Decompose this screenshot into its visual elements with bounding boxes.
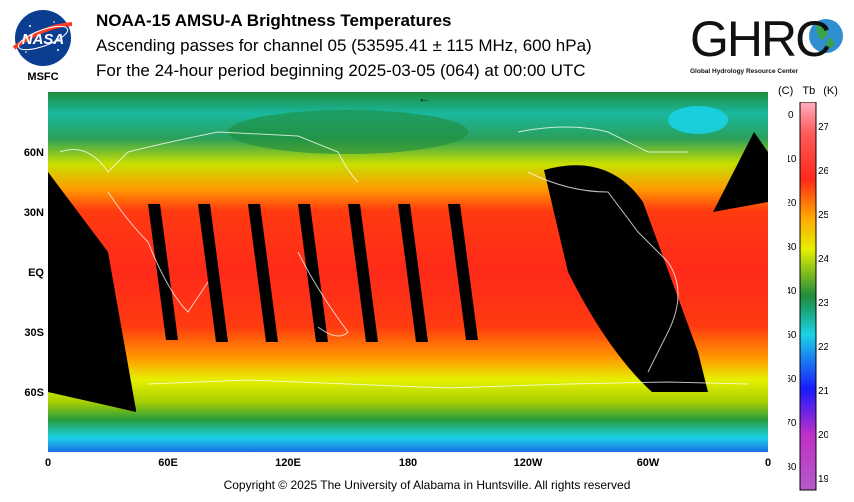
colorbar-header-tb: Tb bbox=[802, 85, 816, 97]
colorbar-kelvin-tick-190: 190 bbox=[818, 474, 828, 485]
colorbar-kelvin-tick-250: 250 bbox=[818, 210, 828, 221]
lon-label-0-east-edge: 0 bbox=[764, 457, 772, 469]
colorbar-celsius-tick-80: -80 bbox=[788, 462, 797, 473]
colorbar-header: (C) Tb (K) bbox=[778, 85, 838, 97]
subtitle-channel: Ascending passes for channel 05 (53595.4… bbox=[96, 36, 592, 55]
colorbar-gradient bbox=[799, 102, 817, 491]
colorbar-celsius-tick-70: -70 bbox=[788, 418, 797, 429]
page-title: NOAA-15 AMSU-A Brightness Temperatures bbox=[96, 11, 452, 30]
lon-label-120e: 120E bbox=[275, 457, 301, 469]
lat-label-60n: 60N bbox=[23, 147, 44, 159]
dateline-marker-icon: ← bbox=[418, 92, 430, 105]
colorbar-celsius-tick-50: -50 bbox=[788, 330, 797, 341]
nasa-caption: MSFC bbox=[27, 71, 58, 83]
nasa-wordmark: NASA bbox=[22, 31, 65, 48]
ghrc-caption: Global Hydrology Resource Center bbox=[690, 68, 798, 75]
lat-label-30n: 30N bbox=[23, 207, 44, 219]
colorbar-kelvin-tick-230: 230 bbox=[818, 298, 828, 309]
lat-label-60s: 60S bbox=[24, 387, 44, 399]
copyright-notice: Copyright © 2025 The University of Alaba… bbox=[223, 478, 631, 492]
brightness-temperature-map: ← bbox=[48, 92, 768, 452]
colorbar-celsius-tick-10: -10 bbox=[788, 154, 797, 165]
colorbar-celsius-tick-40: -40 bbox=[788, 286, 797, 297]
lon-label-0-west-edge: 0 bbox=[44, 457, 52, 469]
colorbar-kelvin-tick-240: 240 bbox=[818, 254, 828, 265]
colorbar-celsius-tick-0: 0 bbox=[788, 110, 794, 121]
colorbar-header-kelvin: (K) bbox=[823, 85, 838, 97]
colorbar-kelvin-tick-210: 210 bbox=[818, 386, 828, 397]
subtitle-period: For the 24-hour period beginning 2025-03… bbox=[96, 61, 586, 80]
lon-label-60e: 60E bbox=[158, 457, 178, 469]
lon-label-180: 180 bbox=[398, 457, 418, 469]
colorbar: 0 -10 -20 -30 -40 -50 -60 -70 -80 270 26… bbox=[788, 102, 828, 491]
lat-label-eq: EQ bbox=[28, 267, 44, 279]
colorbar-header-celsius: (C) bbox=[778, 85, 794, 97]
lon-label-120w: 120W bbox=[513, 457, 543, 469]
lat-label-30s: 30S bbox=[24, 327, 44, 339]
colorbar-celsius-tick-30: -30 bbox=[788, 242, 797, 253]
lon-label-60w: 60W bbox=[636, 457, 660, 469]
ghrc-logo: GHRC Global Hydrology Resource Center bbox=[690, 11, 843, 75]
coastlines bbox=[59, 126, 749, 389]
orbit-gaps bbox=[48, 132, 768, 412]
colorbar-kelvin-tick-260: 260 bbox=[818, 166, 828, 177]
colorbar-kelvin-tick-220: 220 bbox=[818, 342, 828, 353]
colorbar-kelvin-tick-200: 200 bbox=[818, 430, 828, 441]
colorbar-celsius-tick-60: -60 bbox=[788, 374, 797, 385]
colorbar-celsius-tick-20: -20 bbox=[788, 198, 797, 209]
colorbar-kelvin-tick-270: 270 bbox=[818, 122, 828, 133]
nasa-logo: NASA MSFC bbox=[12, 10, 73, 83]
ghrc-wordmark: GHRC bbox=[690, 11, 830, 67]
